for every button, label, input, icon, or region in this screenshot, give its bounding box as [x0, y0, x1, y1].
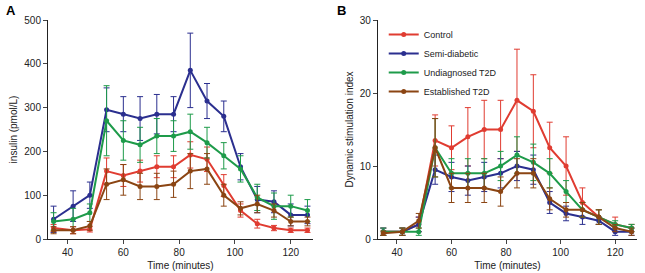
svg-text:300: 300	[24, 102, 41, 113]
svg-text:B: B	[337, 3, 346, 18]
svg-text:Control: Control	[424, 30, 453, 40]
svg-text:120: 120	[282, 247, 299, 258]
svg-text:20: 20	[360, 88, 372, 99]
svg-text:Dynamic stimulation index: Dynamic stimulation index	[344, 71, 355, 187]
svg-text:10: 10	[360, 161, 372, 172]
svg-text:A: A	[6, 3, 16, 18]
svg-text:80: 80	[500, 247, 512, 258]
svg-text:Time (minutes): Time (minutes)	[474, 260, 540, 271]
svg-text:0: 0	[35, 234, 41, 245]
svg-text:Established T2D: Established T2D	[424, 87, 490, 97]
svg-text:insulin (pmol/L): insulin (pmol/L)	[8, 96, 19, 164]
svg-text:40: 40	[391, 247, 403, 258]
svg-text:500: 500	[24, 15, 41, 26]
svg-text:80: 80	[174, 247, 186, 258]
svg-text:100: 100	[552, 247, 569, 258]
svg-text:0: 0	[365, 234, 371, 245]
svg-text:100: 100	[24, 190, 41, 201]
svg-text:30: 30	[360, 15, 372, 26]
svg-text:120: 120	[607, 247, 624, 258]
svg-text:60: 60	[118, 247, 130, 258]
svg-text:400: 400	[24, 58, 41, 69]
svg-text:Time (minutes): Time (minutes)	[147, 260, 213, 271]
svg-text:60: 60	[446, 247, 458, 258]
svg-text:Undiagnosed T2D: Undiagnosed T2D	[424, 68, 497, 78]
svg-text:40: 40	[62, 247, 74, 258]
svg-text:100: 100	[227, 247, 244, 258]
svg-text:Semi-diabetic: Semi-diabetic	[424, 49, 479, 59]
svg-text:200: 200	[24, 146, 41, 157]
